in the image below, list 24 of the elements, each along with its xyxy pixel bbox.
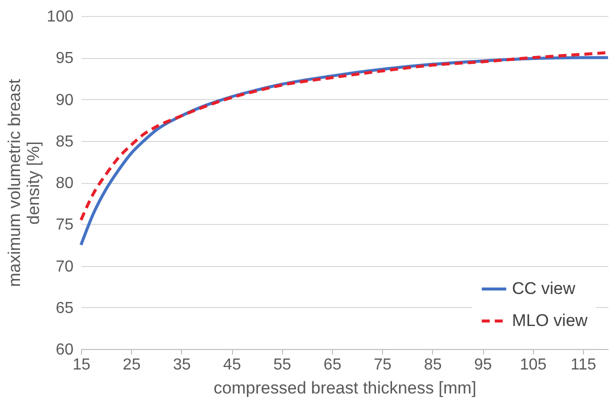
x-tick-label: 115 [570, 356, 596, 374]
x-tick-label: 95 [474, 356, 492, 374]
x-tick-label: 105 [520, 356, 547, 374]
y-tick-label: 65 [56, 300, 74, 317]
x-tick-label: 25 [122, 356, 141, 374]
legend-label: CC view [512, 279, 576, 298]
y-tick-label: 80 [56, 175, 74, 192]
y-tick-label: 70 [56, 258, 74, 276]
x-tick-label: 45 [223, 356, 242, 374]
y-tick-label: 90 [56, 92, 74, 109]
y-tick-label: 75 [56, 216, 74, 234]
x-tick-label: 75 [374, 356, 392, 374]
legend-label: MLO view [512, 311, 588, 330]
y-axis-title: maximum volumetric breast density [%] [4, 78, 43, 287]
y-tick-label: 85 [56, 133, 74, 150]
x-tick-label: 35 [172, 356, 191, 374]
x-tick-label: 15 [72, 356, 90, 374]
y-tick-label: 100 [46, 8, 74, 26]
y-tick-label: 60 [56, 342, 74, 358]
x-tick-label: 55 [273, 356, 292, 374]
y-tick-label: 95 [56, 50, 74, 68]
x-tick-label: 65 [324, 356, 342, 374]
x-axis-title: compressed breast thickness [mm] [214, 378, 476, 398]
x-tick-label: 85 [424, 356, 442, 374]
